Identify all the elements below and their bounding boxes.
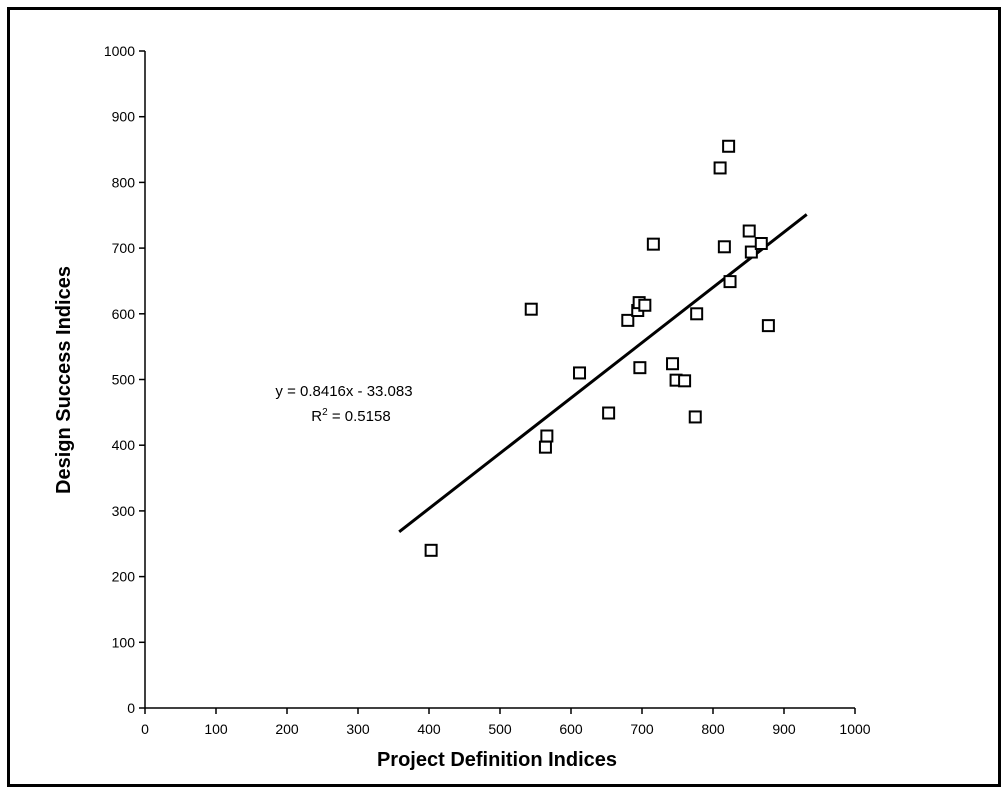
y-axis-title: Design Success Indices: [53, 266, 75, 494]
x-tick-label: 500: [488, 721, 512, 737]
x-tick-label: 400: [417, 721, 441, 737]
data-point: [722, 139, 736, 153]
y-tick-label: 100: [112, 634, 136, 650]
data-point: [602, 406, 616, 420]
data-points: [424, 139, 775, 557]
trendline: [398, 213, 808, 533]
data-point: [424, 543, 438, 557]
x-tick-label: 700: [630, 721, 654, 737]
data-point: [761, 319, 775, 333]
x-axis-ticks: 0 100 200 300 400 500 600 700 800 900 1000: [141, 708, 871, 737]
data-point: [744, 245, 758, 259]
x-tick-label: 100: [204, 721, 228, 737]
y-tick-label: 200: [112, 569, 136, 585]
x-tick-label: 0: [141, 721, 149, 737]
y-tick-label: 1000: [104, 43, 135, 59]
data-point: [742, 224, 756, 238]
y-axis-ticks: 0 100 200 300 400 500 600 700 800 900 1000: [104, 43, 145, 716]
data-point: [540, 429, 554, 443]
y-tick-label: 300: [112, 503, 136, 519]
x-tick-label: 800: [701, 721, 725, 737]
y-tick-label: 700: [112, 240, 136, 256]
trendline-equation: y = 0.8416x - 33.083: [275, 383, 412, 400]
data-point: [646, 237, 660, 251]
y-tick-label: 400: [112, 437, 136, 453]
x-tick-label: 900: [772, 721, 796, 737]
x-tick-label: 1000: [839, 721, 870, 737]
data-point: [633, 361, 647, 375]
data-point: [621, 313, 635, 327]
data-point: [713, 161, 727, 175]
data-point: [666, 357, 680, 371]
x-tick-label: 200: [275, 721, 299, 737]
chart-frame: [7, 7, 1001, 787]
y-tick-label: 800: [112, 174, 136, 190]
data-point: [573, 366, 587, 380]
trendline-r-squared: R2 = 0.5158: [311, 407, 390, 425]
x-tick-label: 300: [346, 721, 370, 737]
data-point: [638, 298, 652, 312]
data-point: [717, 240, 731, 254]
data-point: [723, 275, 737, 289]
y-tick-label: 600: [112, 306, 136, 322]
data-point: [754, 237, 768, 251]
y-tick-label: 900: [112, 109, 136, 125]
y-tick-label: 500: [112, 372, 136, 388]
data-point: [690, 307, 704, 321]
x-axis-title: Project Definition Indices: [377, 749, 617, 771]
data-point: [688, 410, 702, 424]
data-point: [538, 440, 552, 454]
y-tick-label: 0: [127, 700, 135, 716]
data-point: [524, 302, 538, 316]
x-tick-label: 600: [559, 721, 583, 737]
data-point: [678, 374, 692, 388]
